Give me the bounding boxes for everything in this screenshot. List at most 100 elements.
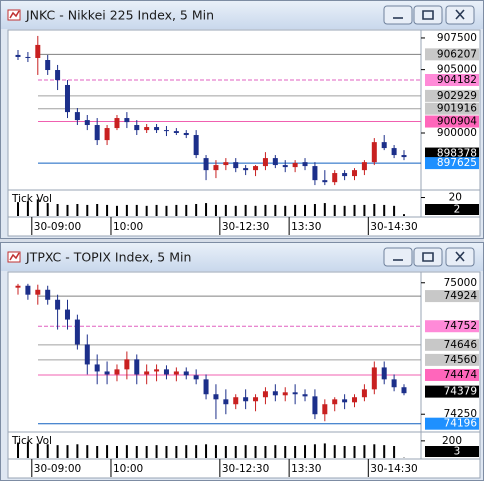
candle-body (371, 367, 377, 390)
volume-bar (363, 445, 366, 458)
level-label: 74752 (444, 320, 477, 332)
candle-body (332, 173, 338, 183)
volume-box (425, 204, 479, 215)
volume-bar (96, 446, 99, 458)
volume-bar (224, 446, 227, 458)
level-box (425, 338, 479, 351)
volume-bar (323, 203, 326, 216)
volume-bar (373, 204, 376, 216)
candle-body (173, 131, 179, 134)
minimize-button[interactable] (383, 247, 413, 267)
candle-body (134, 359, 140, 375)
volume-bar (66, 204, 69, 216)
volume-bar (383, 204, 386, 216)
volume-bar (56, 445, 59, 458)
volume-bar (294, 204, 297, 216)
candle-body (203, 158, 209, 171)
volume-bar (214, 204, 217, 216)
y-tick-label: 907500 (437, 32, 477, 44)
candle-body (15, 54, 21, 57)
level-box (425, 48, 479, 61)
level-label: 898378 (437, 148, 477, 160)
level-box (425, 385, 479, 398)
candle-body (342, 173, 348, 177)
candle-body (124, 359, 130, 370)
level-label: 906207 (437, 48, 477, 60)
candle-body (74, 112, 80, 121)
x-tick-label: 30-14:30 (370, 463, 417, 475)
volume-bar (224, 204, 227, 216)
candle-body (262, 158, 268, 167)
candle-body (253, 166, 259, 171)
candle-body (322, 180, 328, 183)
candle-body (15, 285, 21, 288)
candle-body (322, 404, 328, 415)
window-icon-mark (9, 10, 20, 19)
level-box (425, 157, 479, 170)
candle-body (144, 127, 150, 131)
candle-body (312, 396, 318, 415)
candle-body (401, 155, 407, 158)
volume-bar (115, 446, 118, 458)
level-label: 897625 (437, 157, 477, 169)
level-label: 74560 (444, 354, 477, 366)
volume-bar (115, 205, 118, 216)
candle-body (183, 133, 189, 136)
volume-bar (294, 446, 297, 458)
volume-bar (155, 445, 158, 458)
candle-body (163, 130, 169, 132)
volume-bar (96, 204, 99, 216)
restore-button[interactable] (413, 5, 443, 25)
candle-body (104, 371, 110, 375)
restore-button[interactable] (413, 247, 443, 267)
candle-body (84, 344, 90, 365)
candle-body (74, 319, 80, 345)
level-box (425, 353, 479, 366)
level-box (425, 290, 479, 303)
volume-bar (214, 445, 217, 458)
volume-bar (373, 444, 376, 458)
candle-body (243, 397, 249, 402)
volume-bar (304, 445, 307, 458)
volume-bar (333, 204, 336, 216)
candle-body (104, 128, 110, 141)
volume-bar (17, 202, 19, 216)
volume-bar (125, 445, 128, 458)
volume-bar (36, 443, 39, 458)
time-axis (7, 216, 481, 237)
volume-bar (254, 446, 257, 458)
candle-body (253, 397, 259, 402)
minimize-button[interactable] (383, 5, 413, 25)
candle-body (282, 392, 288, 396)
volume-tick-label: 200 (442, 435, 462, 447)
plot-area (7, 29, 422, 218)
chart-window: JTPXC - TOPIX Index, 5 Min 75000 74250 7492… (0, 242, 484, 481)
level-box (425, 74, 479, 87)
volume-box (425, 446, 479, 457)
candle-body (371, 142, 377, 163)
volume-bar (76, 444, 79, 458)
volume-bar (165, 205, 168, 216)
candle-body (272, 158, 278, 166)
x-tick-label: 13:30 (291, 221, 321, 233)
y-tick-label: 905000 (437, 64, 477, 76)
volume-bar (145, 205, 148, 216)
volume-bar (195, 204, 198, 216)
candle-body (361, 389, 367, 398)
candle-body (124, 118, 130, 123)
candle-body (84, 120, 90, 126)
volume-current-label: 2 (454, 204, 461, 216)
volume-bar (304, 204, 307, 216)
volume-bar (17, 442, 19, 458)
volume-bar (403, 214, 405, 216)
level-label: 904182 (437, 74, 477, 86)
level-box (425, 102, 479, 115)
candle-body (94, 364, 100, 372)
time-axis (7, 458, 481, 479)
level-box (425, 368, 479, 381)
level-label: 74646 (444, 339, 478, 351)
level-label: 902929 (437, 90, 477, 102)
candle-body (302, 394, 308, 397)
x-tick-label: 13:30 (291, 463, 321, 475)
volume-bar (234, 446, 237, 458)
